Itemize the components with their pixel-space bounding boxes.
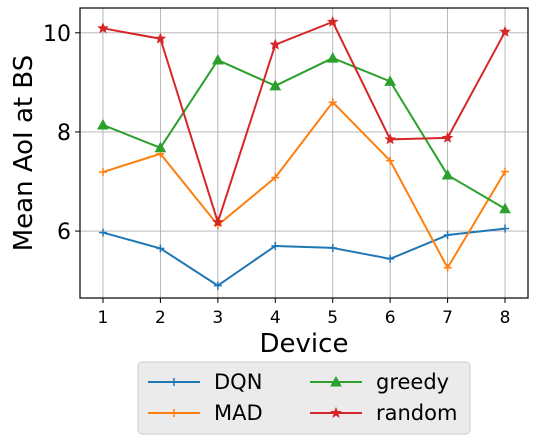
x-tick-label: 2 xyxy=(155,308,166,328)
legend-box xyxy=(137,361,471,435)
data-point xyxy=(212,216,224,228)
legend-entry-DQN: DQN xyxy=(148,370,262,394)
y-tick-label: 6 xyxy=(57,220,71,245)
data-point xyxy=(98,228,107,237)
data-point xyxy=(328,98,337,107)
data-point xyxy=(386,254,395,263)
x-tick-label: 8 xyxy=(500,308,511,328)
data-point xyxy=(156,244,165,253)
grid xyxy=(80,8,528,298)
data-point xyxy=(443,231,452,240)
legend-marker xyxy=(330,406,342,418)
legend-marker xyxy=(330,375,342,387)
series-line xyxy=(102,227,506,287)
legend-marker xyxy=(170,378,178,386)
data-point xyxy=(441,169,454,180)
legend-marker xyxy=(170,409,178,417)
data-point xyxy=(269,79,282,91)
data-point xyxy=(328,243,337,252)
data-point xyxy=(271,173,280,182)
x-axis-label: Device xyxy=(260,329,349,359)
data-point xyxy=(384,133,396,145)
data-point xyxy=(501,224,510,233)
legend-label: greedy xyxy=(376,370,449,394)
legend: DQN MAD greedy random xyxy=(137,361,471,435)
series-lines xyxy=(97,15,511,290)
data-point xyxy=(443,263,452,272)
x-tick-label: 1 xyxy=(98,308,109,328)
data-point xyxy=(98,168,107,177)
data-point xyxy=(211,54,224,65)
data-point xyxy=(269,38,282,50)
data-point xyxy=(499,202,511,214)
series-random xyxy=(97,15,511,228)
legend-entry-MAD: MAD xyxy=(148,401,263,425)
data-point xyxy=(97,118,109,130)
data-point xyxy=(213,281,222,290)
legend-label: DQN xyxy=(214,370,262,394)
data-point xyxy=(154,141,167,153)
data-point xyxy=(499,25,511,37)
data-point xyxy=(326,15,339,27)
data-point xyxy=(326,52,339,63)
legend-entry-random: random xyxy=(310,401,457,425)
series-line xyxy=(102,20,506,224)
series-MAD xyxy=(98,98,510,272)
x-tick-label: 7 xyxy=(442,308,453,328)
legend-label: MAD xyxy=(214,401,263,425)
x-tick-label: 6 xyxy=(385,308,396,328)
series-DQN xyxy=(98,224,510,290)
y-axis-label: Mean AoI at BS xyxy=(9,55,39,252)
y-tick-label: 10 xyxy=(43,22,71,47)
y-tick-label: 8 xyxy=(57,121,71,146)
series-greedy xyxy=(97,52,511,214)
data-point xyxy=(441,131,454,143)
x-tick-label: 3 xyxy=(212,308,223,328)
x-tick-label: 5 xyxy=(327,308,338,328)
plot-area-frame xyxy=(79,7,529,299)
legend-entry-greedy: greedy xyxy=(310,370,449,394)
data-point xyxy=(384,75,397,86)
x-tick-label: 4 xyxy=(270,308,281,328)
data-point xyxy=(386,156,395,165)
legend-label: random xyxy=(376,401,457,425)
data-point xyxy=(97,22,109,34)
data-point xyxy=(501,167,510,176)
series-line xyxy=(102,101,506,269)
data-point xyxy=(154,32,167,44)
axis-ticks: 1 2 3 4 5 6 7 8 6 8 10 xyxy=(43,22,510,328)
data-point xyxy=(271,241,280,250)
series-line xyxy=(102,57,506,210)
